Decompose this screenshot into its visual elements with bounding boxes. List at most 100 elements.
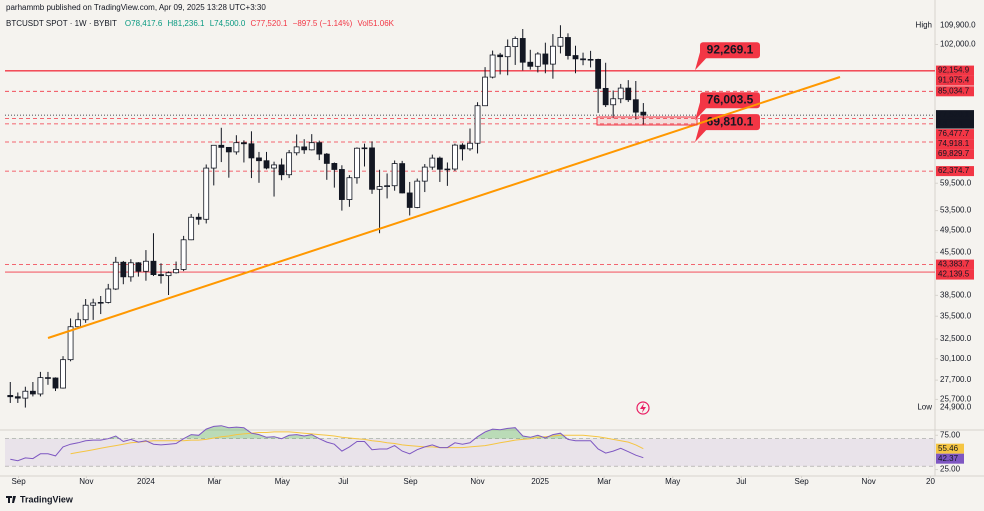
trendline [47,76,841,339]
price-label-box [936,259,974,270]
x-tick-label: Jul [338,477,348,486]
price-label-box [936,110,974,121]
y-tick-label: 49,500.0 [940,226,972,235]
candle-body [37,377,44,395]
y-tick-label: 25.00 [940,465,961,474]
rsi-ma-last-box [936,443,964,454]
publisher: parhammb published on TradingView.com, A… [6,3,266,12]
x-tick-label: Jul [736,477,746,486]
candle-body [361,147,368,150]
candle-body [112,261,119,290]
price-label: 77,520.1 [938,110,970,119]
low-label: 24,900.0 [940,403,972,412]
candle-body [617,87,624,100]
rsi-ma-last: 55.46 [938,444,959,453]
candle-body [127,262,134,278]
candle-body [278,164,285,176]
candle-body [75,319,82,328]
candle-body [602,87,609,106]
candle-body [22,390,29,399]
candle-body [421,166,428,182]
alert-icon [636,401,650,415]
candle-body [534,53,541,67]
candle-body [195,216,202,220]
candle-body [459,144,466,150]
countdown-box [936,119,974,129]
x-tick-label: Sep [11,477,26,486]
callout-box [700,42,760,59]
callout-label: 69,810.1 [707,114,754,128]
ohlc: O78,417.6 [125,19,163,28]
candle-body [210,144,217,169]
candle-body [354,147,360,179]
candle-body [565,37,571,56]
x-tick-label: May [665,477,680,486]
candle-body [376,186,383,190]
brand: TradingView [20,494,74,504]
price-label-box [936,166,974,177]
candle-body [527,61,534,67]
price-label-box [936,269,974,280]
callout-label: 76,003.5 [707,92,754,106]
candle-body [52,377,59,389]
candle-body [256,157,262,162]
candle-body [263,160,270,169]
logo [6,496,16,503]
candle-body [384,185,390,187]
y-tick-label: 27,700.0 [940,375,972,384]
x-tick-label: 20 [926,477,935,486]
candle-body [286,152,293,176]
candle-body [67,326,74,361]
candle-body [158,274,164,277]
y-tick-label: 102,000.0 [940,40,976,49]
rsi-last-box [936,453,964,464]
candle-body [225,146,232,153]
candle-body [60,359,66,389]
ohlc: L74,500.0 [210,19,246,28]
candle-body [45,377,51,379]
low-tag: Low [917,403,932,412]
x-tick-label: Nov [79,477,93,486]
candle-body [369,147,375,190]
countdown: 4d 15h [938,119,962,128]
candle-body [625,87,632,101]
zone-box [596,116,698,126]
ohlc: H81,236.1 [168,19,205,28]
candle-body [504,46,511,58]
candle-body [14,396,21,399]
price-label-box [936,75,974,86]
x-tick-label: 2024 [137,477,155,486]
y-tick-label: 53,500.0 [940,206,972,215]
candle-body [233,142,240,153]
y-tick-label: 75.00 [940,430,961,439]
candle-body [414,180,421,208]
candle-body [105,288,112,303]
price-label-box [936,139,974,150]
y-tick-label: 59,500.0 [940,178,972,187]
x-tick-label: Nov [470,477,484,486]
x-tick-label: 2025 [531,477,549,486]
candle-body [150,260,157,275]
y-tick-label: 25,700.0 [940,395,972,404]
candle-body [271,164,277,169]
price-label: 62,374.7 [938,166,970,175]
candle-body [316,142,323,155]
callout-label: 92,269.1 [707,42,754,56]
price-label: 42,139.5 [938,270,970,279]
candle-body [482,76,488,107]
x-tick-label: Mar [597,477,611,486]
candle-body [82,304,89,321]
candle-body [120,261,127,278]
rsi-last: 42.37 [938,454,959,463]
price-label: 76,477.7 [938,129,970,138]
candle-body [188,216,195,241]
candle-body [293,146,300,154]
symbol-legend: BTCUSDT SPOT · 1W · BYBIT O78,417.6 H81,… [6,19,395,28]
candle-body [7,395,14,398]
callout-box [700,92,760,109]
candle-body [143,260,149,272]
candle-body [429,157,436,168]
symbol: BTCUSDT SPOT · 1W · BYBIT [6,19,117,28]
x-tick-label: Sep [794,477,809,486]
